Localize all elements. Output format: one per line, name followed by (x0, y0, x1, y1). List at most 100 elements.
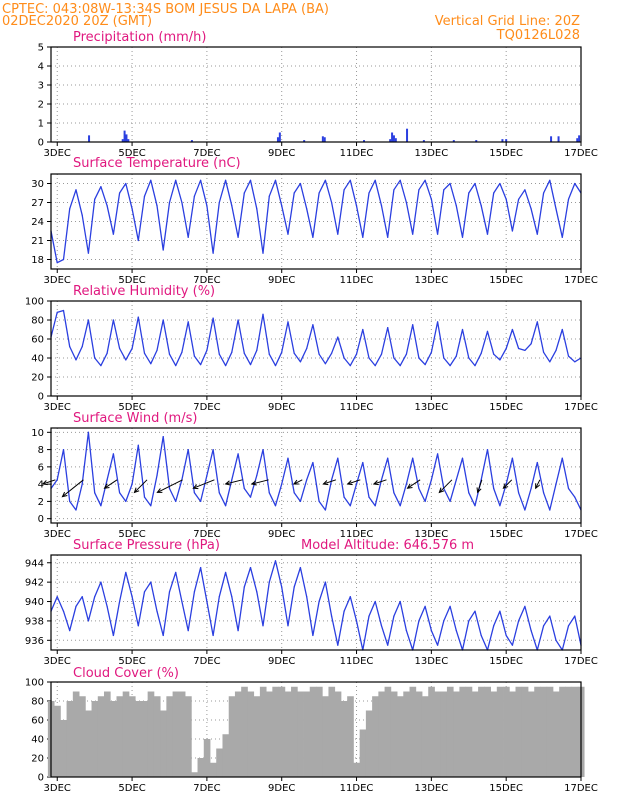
humidity-point (218, 353, 220, 355)
pressure-point (468, 620, 470, 622)
humidity-point (567, 355, 570, 357)
cloud-cover-bar (409, 686, 417, 777)
pressure-xtick-label: 7DEC (193, 656, 220, 667)
temperature-point (530, 208, 532, 210)
cloud-cover-bar (172, 691, 180, 777)
humidity-point (437, 321, 439, 323)
humidity-point (493, 353, 495, 355)
wind-point (374, 505, 376, 507)
cloud-cover-bar (266, 691, 273, 777)
wind-point (337, 457, 339, 459)
wind-point (399, 505, 401, 507)
temperature-point (499, 182, 501, 185)
precipitation-bar (125, 134, 128, 142)
temperature-point (518, 198, 520, 200)
humidity-point (380, 353, 383, 355)
wind-point (542, 492, 545, 494)
cloud-cover-bar (453, 691, 460, 777)
precipitation-ytick-label: 5 (38, 43, 44, 54)
humidity-point (81, 346, 83, 348)
humidity-xtick-label: 15DEC (489, 402, 523, 413)
temperature-point (231, 205, 233, 207)
wind-point (206, 474, 208, 477)
pressure-point (318, 600, 320, 603)
wind-point (561, 457, 563, 459)
temperature-xtick-label: 7DEC (193, 275, 220, 286)
humidity-point (249, 364, 252, 366)
cloud-cover-bar (72, 691, 80, 777)
wind-vector-head (372, 480, 379, 486)
wind-point (368, 496, 370, 498)
pressure-point (150, 581, 152, 583)
cloud-cover-ytick-label: 0 (38, 773, 44, 784)
pressure-point (112, 634, 114, 637)
wind-point (100, 505, 102, 507)
cloud-cover-bar (559, 686, 566, 777)
humidity-point (187, 321, 189, 323)
humidity-point (100, 365, 102, 367)
humidity-point (486, 330, 489, 332)
cloud-cover-bar (465, 686, 473, 777)
wind-vector (535, 479, 541, 489)
humidity-ytick-label: 20 (31, 373, 44, 384)
cloud-cover-ytick-label: 20 (31, 754, 44, 765)
pressure-point (212, 634, 214, 637)
panels: Precipitation (mm/h) 0 1 2 3 4 5 3DEC 5DEC 7DEC 9D… (25, 30, 598, 794)
header-station: CPTEC: 043:08W-13:34S BOM JESUS DA LAPA … (2, 2, 329, 17)
cloud-cover-bar (228, 696, 236, 777)
temperature-point (218, 201, 220, 204)
temperature-point (561, 236, 563, 238)
temperature-point (549, 179, 551, 181)
temperature-point (75, 189, 77, 191)
cloud-cover-bar (496, 686, 504, 777)
precipitation-bar (123, 130, 126, 142)
pressure-point (243, 586, 245, 588)
temperature-point (256, 208, 258, 210)
pressure-point (106, 605, 108, 607)
wind-point (418, 487, 420, 490)
wind-point (455, 479, 457, 481)
precipitation-bar (392, 135, 395, 142)
wind-point (355, 483, 358, 485)
precipitation-bar (406, 128, 409, 142)
cloud-cover-bar (278, 686, 286, 777)
temperature-point (162, 249, 164, 251)
humidity-point (274, 365, 277, 367)
pressure-xtick-label: 9DEC (268, 656, 295, 667)
pressure-point (231, 596, 233, 598)
pressure-point (368, 615, 370, 617)
temperature-point (193, 195, 196, 197)
pressure-frame (50, 554, 582, 651)
temperature-point (224, 179, 227, 181)
wind-ytick-label: 6 (38, 462, 44, 473)
wind-point (212, 448, 214, 451)
humidity-point (206, 349, 208, 351)
precipitation-xtick-label: 13DEC (414, 148, 448, 159)
pressure-point (430, 630, 432, 632)
humidity-xtick-label: 7DEC (193, 402, 220, 413)
humidity-point (368, 357, 370, 359)
temperature-point (131, 208, 133, 210)
wind-point (143, 496, 146, 498)
temperature-point (81, 214, 83, 216)
wind-point (112, 453, 114, 455)
cloud-cover-bar (309, 686, 317, 777)
pressure-point (256, 591, 258, 593)
temperature-frame (50, 173, 582, 270)
humidity-point (424, 364, 426, 366)
wind-point (349, 505, 351, 507)
temperature-xtick-label: 5DEC (118, 275, 145, 286)
wind-xtick-label: 5DEC (118, 529, 145, 540)
wind-ytick-label: 8 (38, 445, 44, 456)
pressure-point (405, 630, 408, 632)
temperature-point (143, 195, 146, 197)
humidity-xtick-label: 17DEC (564, 402, 598, 413)
humidity-point (119, 347, 121, 350)
pressure-point (418, 620, 420, 622)
wind-series-line (50, 431, 582, 511)
pressure-point (162, 634, 164, 637)
humidity-point (455, 355, 457, 357)
humidity-point (94, 357, 96, 359)
precipitation-bar (452, 140, 455, 142)
humidity-point (330, 352, 333, 354)
